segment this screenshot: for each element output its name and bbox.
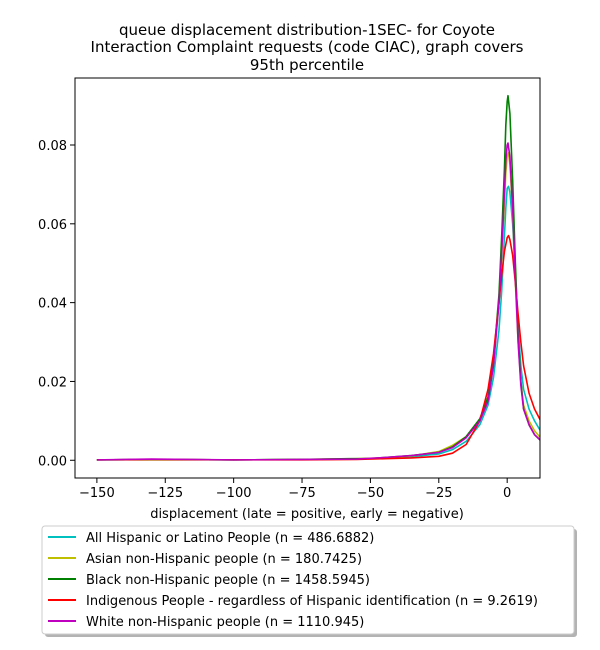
legend: All Hispanic or Latino People (n = 486.6… [41, 525, 577, 637]
legend-label: Indigenous People - regardless of Hispan… [86, 594, 538, 609]
plot-area [74, 77, 541, 479]
x-tick-label: −75 [288, 486, 315, 501]
series-line-3 [96, 94, 540, 461]
x-tick-label: −100 [216, 486, 252, 501]
y-axis: 0.00 0.02 0.04 0.06 0.08 [38, 139, 75, 469]
y-tick-label: 0.02 [38, 375, 67, 390]
y-tick-label: 0.08 [38, 139, 67, 154]
x-axis: −150 −125 −100 −75 −50 −25 0 [79, 478, 511, 501]
x-tick-label: −150 [79, 486, 115, 501]
legend-label: All Hispanic or Latino People (n = 486.6… [86, 531, 374, 546]
chart-title-line-3: 95th percentile [250, 56, 364, 74]
series-line-5 [96, 142, 540, 461]
legend-label: Asian non-Hispanic people (n = 180.7425) [86, 552, 362, 567]
x-axis-label: displacement (late = positive, early = n… [150, 507, 464, 522]
y-tick-label: 0.00 [38, 454, 67, 469]
legend-label: White non-Hispanic people (n = 1110.945) [86, 615, 364, 630]
chart-title-line-2: Interaction Complaint requests (code CIA… [91, 38, 524, 56]
legend-box [41, 525, 575, 635]
y-tick-label: 0.06 [38, 218, 67, 233]
x-tick-label: −50 [357, 486, 384, 501]
chart-title: queue displacement distribution-1SEC- fo… [91, 21, 524, 74]
x-tick-label: −25 [425, 486, 452, 501]
x-tick-label: 0 [503, 486, 511, 501]
y-tick-label: 0.04 [38, 297, 67, 312]
legend-label: Black non-Hispanic people (n = 1458.5945… [86, 573, 370, 588]
x-tick-label: −125 [147, 486, 183, 501]
series-line-1 [96, 185, 540, 461]
chart-title-line-1: queue displacement distribution-1SEC- fo… [119, 21, 495, 39]
series-lines [96, 94, 540, 461]
series-line-2 [96, 152, 540, 461]
